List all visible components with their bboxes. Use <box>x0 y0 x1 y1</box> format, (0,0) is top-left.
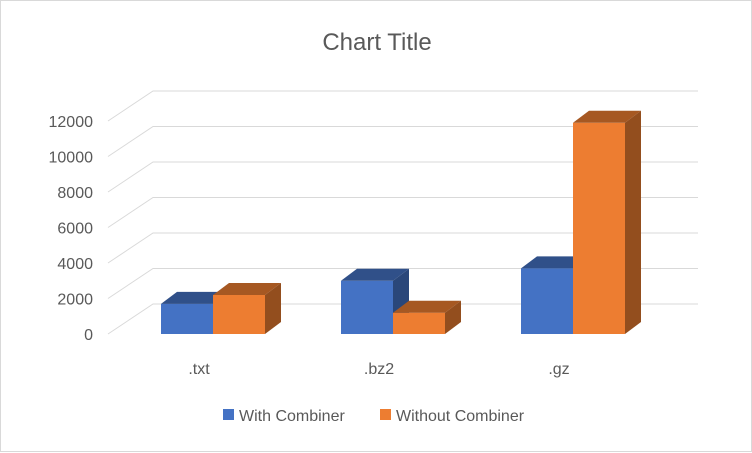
x-category-label: .bz2 <box>364 361 394 378</box>
x-category-label: .gz <box>548 361 569 378</box>
y-tick-label: 12000 <box>49 114 94 131</box>
y-tick-label: 10000 <box>49 150 94 167</box>
gridline <box>107 268 698 299</box>
bar-without-combiner-txt <box>213 282 281 334</box>
legend-label: Without Combiner <box>396 408 525 425</box>
y-tick-label: 4000 <box>57 256 93 273</box>
y-tick-label: 0 <box>84 327 93 344</box>
legend: With Combiner Without Combiner <box>223 408 525 425</box>
bar-without-combiner-bz2 <box>393 300 461 334</box>
gridline <box>107 303 698 335</box>
bars <box>161 110 641 335</box>
legend-swatch <box>380 409 391 420</box>
chart-title: Chart Title <box>322 29 431 56</box>
gridline <box>107 126 698 157</box>
gridlines <box>107 90 698 335</box>
legend-swatch <box>223 409 234 420</box>
y-tick-label: 6000 <box>57 221 93 238</box>
y-axis-ticks: 0 2000 4000 6000 8000 10000 12000 <box>49 114 94 344</box>
bar-without-combiner-gz <box>573 110 641 335</box>
x-axis-categories: .txt .bz2 .gz <box>188 361 569 378</box>
y-tick-label: 8000 <box>57 185 93 202</box>
legend-label: With Combiner <box>239 408 345 425</box>
gridline <box>107 90 698 122</box>
x-category-label: .txt <box>188 361 210 378</box>
gridline <box>107 232 698 264</box>
gridline <box>107 197 698 228</box>
y-tick-label: 2000 <box>57 292 93 309</box>
gridline <box>107 161 698 193</box>
